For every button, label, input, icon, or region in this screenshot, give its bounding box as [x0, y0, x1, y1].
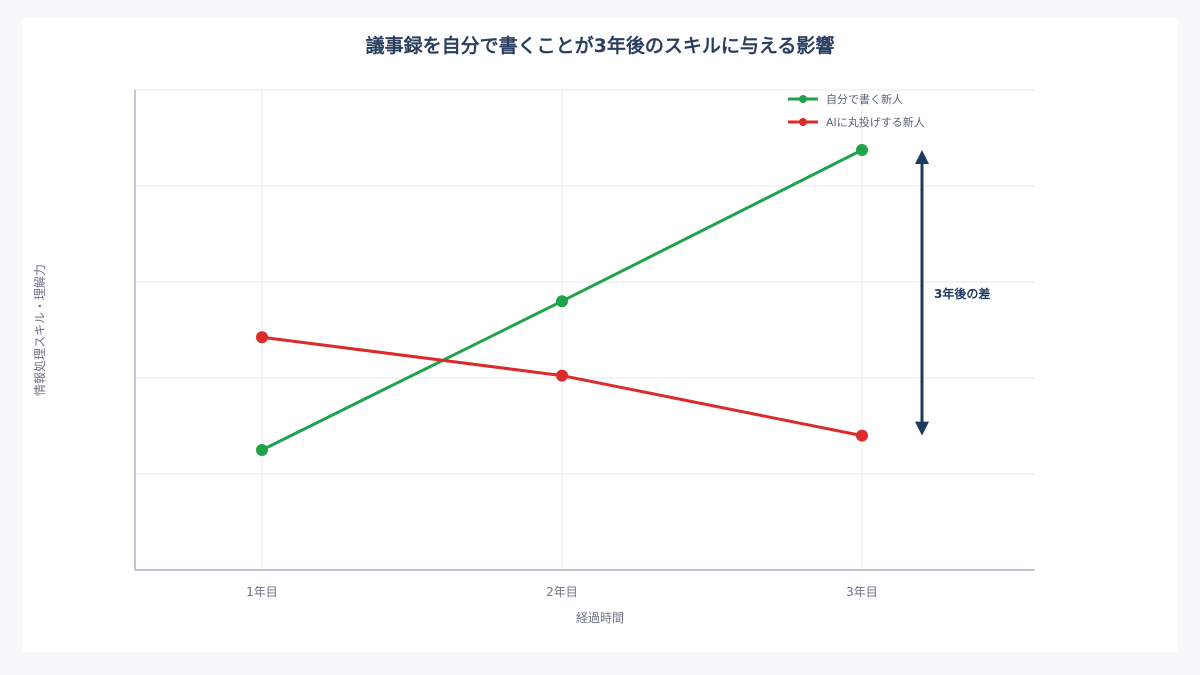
arrow-down-icon	[915, 421, 929, 436]
data-point	[856, 429, 868, 442]
data-point	[556, 295, 568, 308]
data-point	[256, 331, 268, 344]
annotation-label: 3年後の差	[934, 286, 990, 301]
legend-label: 自分で書く新人	[826, 92, 903, 106]
chart-card	[22, 18, 1178, 652]
x-tick-label: 2年目	[546, 585, 578, 599]
data-point	[856, 144, 868, 156]
legend-label: AIに丸投げする新人	[826, 115, 925, 129]
arrow-up-icon	[915, 150, 929, 164]
x-tick-label: 3年目	[846, 585, 878, 599]
data-point	[256, 444, 268, 456]
x-tick-label: 1年目	[246, 585, 278, 599]
x-axis-label: 経過時間	[576, 611, 624, 625]
y-axis-label: 情報処理スキル・理解力	[33, 264, 47, 396]
data-point	[556, 369, 568, 382]
legend-marker	[799, 95, 807, 103]
legend-marker	[799, 118, 807, 126]
chart-title: 議事録を自分で書くことが3年後のスキルに与える影響	[366, 34, 835, 57]
